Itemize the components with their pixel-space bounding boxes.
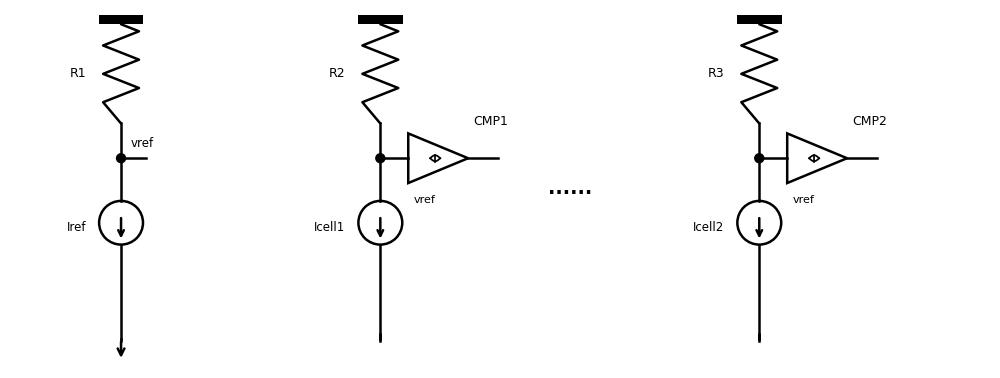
FancyBboxPatch shape <box>737 15 782 24</box>
Text: Iref: Iref <box>67 221 86 234</box>
FancyBboxPatch shape <box>358 15 403 24</box>
Circle shape <box>376 154 385 163</box>
Circle shape <box>755 154 764 163</box>
Text: Icell1: Icell1 <box>314 221 345 234</box>
Text: R1: R1 <box>70 67 86 81</box>
Text: vref: vref <box>792 195 814 205</box>
Text: Icell2: Icell2 <box>693 221 724 234</box>
Text: R2: R2 <box>329 67 345 81</box>
FancyBboxPatch shape <box>99 15 143 24</box>
Text: ......: ...... <box>548 178 592 198</box>
Text: vref: vref <box>413 195 435 205</box>
Text: CMP1: CMP1 <box>473 115 508 129</box>
Text: vref: vref <box>131 137 154 150</box>
Text: CMP2: CMP2 <box>852 115 887 129</box>
Circle shape <box>117 154 126 163</box>
Text: R3: R3 <box>708 67 724 81</box>
